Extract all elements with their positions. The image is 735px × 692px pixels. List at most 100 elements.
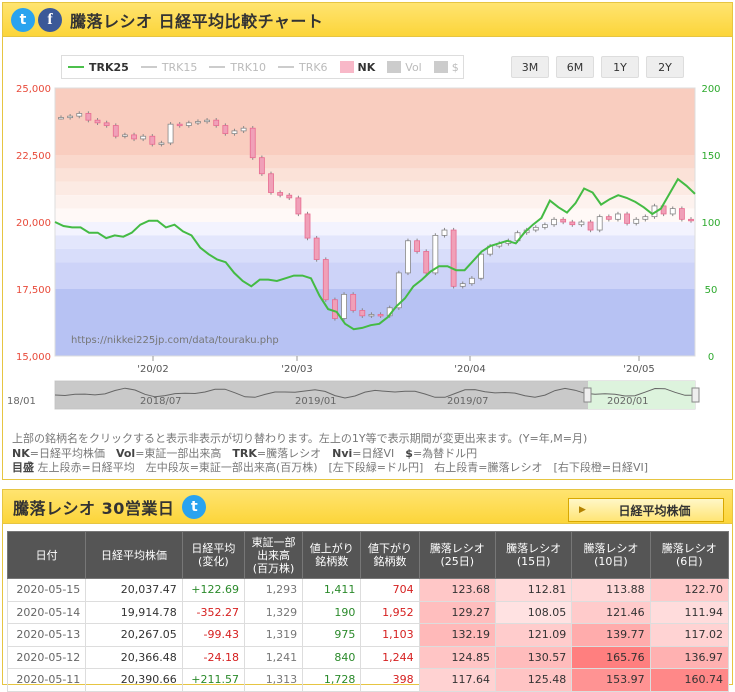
band-2 xyxy=(55,168,695,182)
table-cell: 117.02 xyxy=(649,623,730,647)
left-axis-tick: 15,000 xyxy=(16,352,51,363)
column-header[interactable]: 騰落レシオ (25日) xyxy=(418,531,496,579)
legend-item-vol[interactable]: Vol xyxy=(387,61,422,74)
nk-candle xyxy=(395,272,402,309)
legend-label: TRK10 xyxy=(230,60,266,74)
nk-candle xyxy=(258,157,265,175)
table-cell: 130.57 xyxy=(494,645,573,669)
nk-candle xyxy=(560,218,567,223)
legend-label: $ xyxy=(451,60,459,74)
table-cell: 1,244 xyxy=(360,645,420,669)
right-axis-tick: 150 xyxy=(701,151,720,162)
table-cell: 2020-05-14 xyxy=(6,600,87,624)
left-axis-tick: 25,000 xyxy=(16,84,51,95)
table-cell: 121.09 xyxy=(494,623,573,647)
column-header[interactable]: 騰落レシオ (10日) xyxy=(571,531,651,579)
table-cell: 124.85 xyxy=(418,645,496,669)
column-header[interactable]: 騰落レシオ (15日) xyxy=(494,531,573,579)
nk-candle xyxy=(167,123,174,144)
twitter-icon[interactable]: t xyxy=(11,7,35,32)
navigator-label: 2020/01 xyxy=(607,396,649,407)
column-header[interactable]: 東証一部 出来高 (百万株) xyxy=(243,531,304,579)
navigator-label: 2019/07 xyxy=(447,396,489,407)
legend-item-nk[interactable]: NK xyxy=(339,60,376,74)
range-6m-button[interactable]: 6M xyxy=(556,56,594,78)
table-cell: 1,103 xyxy=(360,623,420,647)
table-cell: 840 xyxy=(302,645,362,669)
band-1 xyxy=(55,155,695,169)
note-line-1: 上部の銘柄名をクリックすると表示非表示が切り替わります。左上の1Y等で表示期間が… xyxy=(12,432,588,445)
legend-swatch xyxy=(433,61,448,73)
left-axis-tick: 20,000 xyxy=(16,218,51,229)
table-cell: -99.43 xyxy=(181,623,245,647)
band-5 xyxy=(55,208,695,222)
band-10 xyxy=(55,289,695,356)
column-header[interactable]: 日経平均 (変化) xyxy=(181,531,245,579)
right-axis-tick: 50 xyxy=(705,285,718,296)
column-header[interactable]: 日経平均株価 xyxy=(85,531,183,579)
legend-item-trk25[interactable]: TRK25 xyxy=(68,61,129,74)
table-cell: 190 xyxy=(302,600,362,624)
nk-candle xyxy=(423,251,430,274)
legend-item-trk15[interactable]: TRK15 xyxy=(140,61,197,74)
legend-swatch xyxy=(387,61,402,73)
table-cell: 19,914.78 xyxy=(85,600,183,624)
chart-panel-header: t f 騰落レシオ 日経平均比較チャート xyxy=(3,3,732,37)
legend-label: TRK25 xyxy=(89,60,129,74)
column-header[interactable]: 値上がり 銘柄数 xyxy=(302,531,362,579)
nk-candle xyxy=(131,134,137,140)
page-title: 騰落レシオ 日経平均比較チャート xyxy=(70,11,324,31)
band-3 xyxy=(55,181,695,196)
legend-item-trk6[interactable]: TRK6 xyxy=(277,60,328,74)
table-cell: 2020-05-15 xyxy=(6,578,87,602)
nk-candle xyxy=(286,194,293,199)
nk-candle xyxy=(350,293,357,311)
facebook-icon[interactable]: f xyxy=(38,7,62,32)
column-header[interactable]: 騰落レシオ (6日) xyxy=(649,531,730,579)
nk-candle xyxy=(240,127,247,132)
nk-candle xyxy=(268,173,274,193)
nikkei-toggle-button[interactable]: ▶ 日経平均株価 xyxy=(568,498,724,522)
x-axis-tick: '20/03 xyxy=(281,364,313,375)
nk-candle xyxy=(185,122,192,126)
range-2y-button[interactable]: 2Y xyxy=(646,56,684,78)
nk-candle xyxy=(158,142,165,145)
left-axis-tick: 17,500 xyxy=(16,285,51,296)
ratio-chart[interactable]: 25,000 22,500 20,000 17,500 15,000 200 150 100 5… xyxy=(3,79,732,419)
right-axis-tick: 0 xyxy=(708,352,714,363)
table-cell: 139.77 xyxy=(571,623,651,647)
right-axis-tick: 200 xyxy=(701,84,720,95)
table-row: 2020-05-13 20,267.05 -99.43 1,319 975 1,103 13… xyxy=(6,623,730,647)
note-line-2: NK=日経平均株価 Vol=東証一部出来高 TRK=騰落レシオ Nvi=日経VI… xyxy=(12,446,478,460)
nk-candle xyxy=(76,113,83,117)
range-3m-button[interactable]: 3M xyxy=(511,56,549,78)
nk-candle xyxy=(660,205,667,215)
legend-swatch xyxy=(339,61,354,73)
table-cell: 2020-05-12 xyxy=(6,645,87,669)
nk-candle xyxy=(596,216,603,231)
table-cell: 108.05 xyxy=(494,600,573,624)
nk-candle xyxy=(587,221,594,231)
table-cell: 704 xyxy=(360,578,420,602)
table-cell: 2020-05-11 xyxy=(6,668,87,692)
table-cell: 975 xyxy=(302,623,362,647)
table-cell: 129.27 xyxy=(418,600,496,624)
legend-label: TRK6 xyxy=(298,60,328,74)
table-cell: 112.81 xyxy=(494,578,573,602)
nk-candle xyxy=(304,213,311,239)
column-header[interactable]: 日付 xyxy=(6,531,87,579)
nk-candle xyxy=(368,314,375,317)
range-1y-button[interactable]: 1Y xyxy=(601,56,639,78)
band-0 xyxy=(55,88,695,155)
band-6 xyxy=(55,222,695,236)
triangle-right-icon: ▶ xyxy=(579,505,586,515)
nk-candle xyxy=(459,283,466,287)
navigator-window xyxy=(588,381,695,409)
twitter-share-icon[interactable]: t xyxy=(182,494,207,519)
nk-candle xyxy=(277,192,284,196)
column-header[interactable]: 値下がり 銘柄数 xyxy=(360,531,420,579)
legend-item-trk10[interactable]: TRK10 xyxy=(209,61,266,74)
legend-label: NK xyxy=(357,60,376,74)
legend-item-usd[interactable]: $ xyxy=(433,60,459,74)
table-cell: 1,329 xyxy=(243,600,304,624)
